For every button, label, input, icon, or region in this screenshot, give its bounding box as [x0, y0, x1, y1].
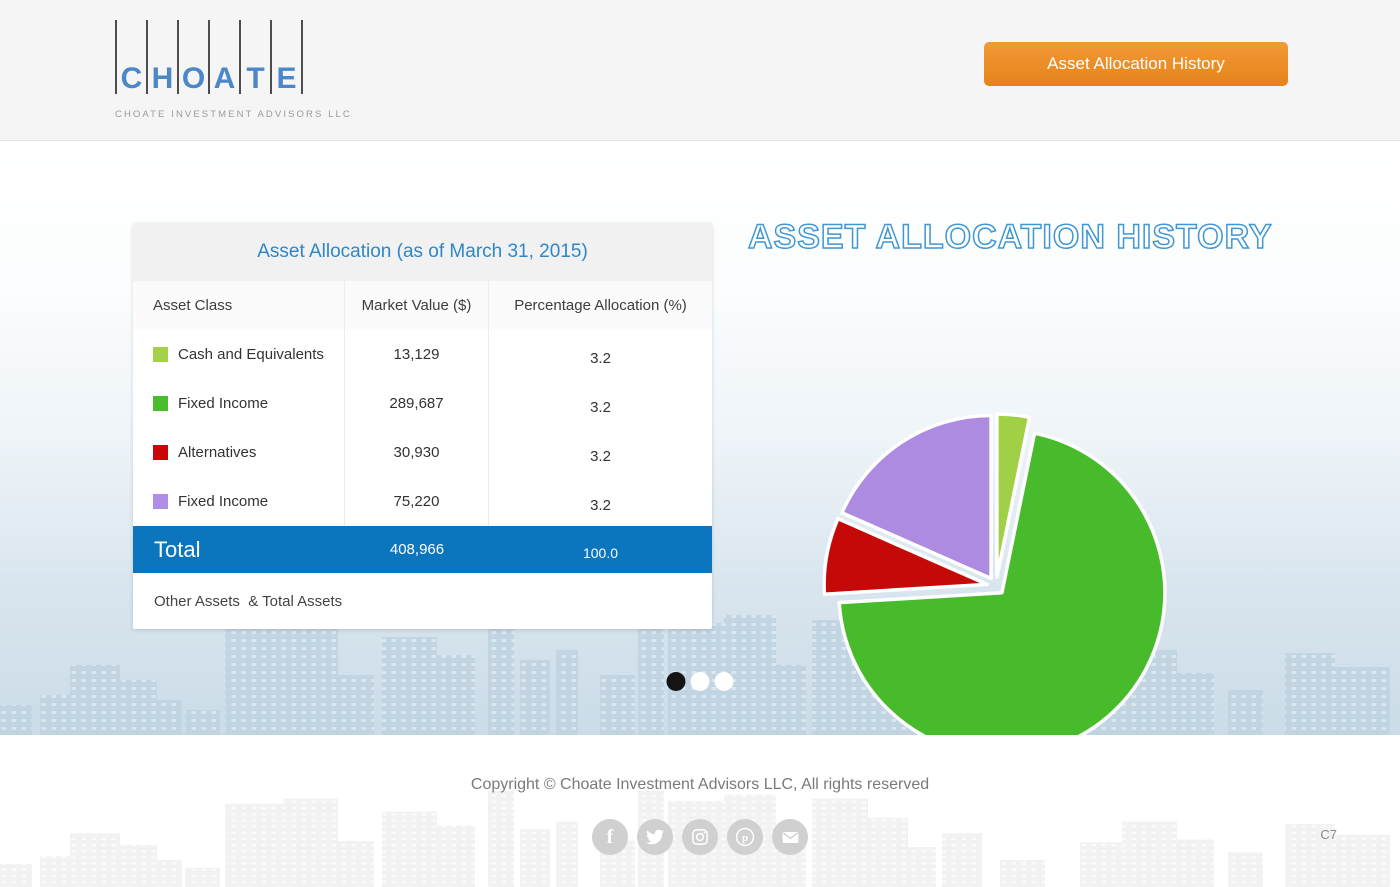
market-value: 75,220 — [345, 477, 489, 526]
total-row: Total 408,966 100.0 — [133, 526, 712, 573]
instagram-icon[interactable] — [682, 819, 718, 855]
site-footer: Copyright © Choate Investment Advisors L… — [0, 735, 1400, 887]
percentage-value: 3.2 — [590, 398, 611, 416]
market-value: 13,129 — [345, 330, 489, 379]
market-value: 30,930 — [345, 428, 489, 477]
percentage-value: 3.2 — [590, 349, 611, 367]
logo-letter: A — [213, 61, 236, 95]
table-row: Fixed Income 75,220 3.2 — [133, 477, 712, 526]
column-header-market-value: Market Value ($) — [345, 281, 489, 330]
legend-swatch — [153, 445, 168, 460]
pinterest-icon[interactable]: p — [727, 819, 763, 855]
asset-allocation-card: Asset Allocation (as of March 31, 2015) … — [133, 223, 712, 629]
logo-letter: H — [151, 61, 174, 95]
total-market-value: 408,966 — [389, 541, 445, 558]
pie-chart-svg — [822, 412, 1167, 735]
pie-slice-1 — [837, 431, 1167, 735]
logo-letter-cell: T — [239, 20, 270, 94]
card-title: Asset Allocation (as of March 31, 2015) — [133, 223, 712, 281]
total-label: Total — [154, 536, 201, 562]
logo[interactable]: C H O A T E CHOATE INVESTMENT ADVISORS L… — [115, 20, 352, 120]
carousel-dots — [666, 672, 734, 691]
logo-letter: T — [246, 61, 265, 95]
percentage-value: 3.2 — [590, 447, 611, 465]
logo-letter-cell: A — [208, 20, 239, 94]
table-header-row: Asset Class Market Value ($) Percentage … — [133, 281, 712, 330]
carousel-dot-3[interactable] — [714, 672, 734, 691]
twitter-icon[interactable] — [637, 819, 673, 855]
pie-slice-3 — [840, 413, 993, 581]
logo-letter: E — [276, 61, 297, 95]
table-row: Alternatives 30,930 3.2 — [133, 428, 712, 477]
logo-tagline: CHOATE INVESTMENT ADVISORS LLC — [115, 109, 352, 120]
logo-letter-cell: H — [146, 20, 177, 94]
total-percentage: 100.0 — [582, 544, 619, 561]
percentage-value: 3.2 — [590, 496, 611, 514]
logo-letter: C — [120, 61, 143, 95]
asset-class-label: Cash and Equivalents — [178, 346, 324, 363]
carousel-dot-1[interactable] — [666, 672, 686, 691]
logo-letters: C H O A T E — [115, 20, 352, 94]
asset-class-label: Alternatives — [178, 444, 257, 461]
legend-swatch — [153, 396, 168, 411]
logo-letter-cell: C — [115, 20, 146, 94]
table-row: Fixed Income 289,687 3.2 — [133, 379, 712, 428]
social-links: f p — [592, 819, 808, 855]
svg-text:p: p — [742, 832, 748, 844]
legend-swatch — [153, 347, 168, 362]
table-row: Cash and Equivalents 13,129 3.2 — [133, 330, 712, 379]
main-section: Asset Allocation (as of March 31, 2015) … — [0, 141, 1400, 735]
column-header-asset-class: Asset Class — [133, 281, 345, 330]
pie-slice-0 — [995, 412, 1032, 579]
asset-allocation-history-button[interactable]: Asset Allocation History — [984, 42, 1288, 86]
email-icon[interactable] — [772, 819, 808, 855]
logo-letter-cell: E — [270, 20, 301, 94]
market-value: 289,687 — [345, 379, 489, 428]
legend-swatch — [153, 494, 168, 509]
column-header-percentage: Percentage Allocation (%) — [514, 297, 687, 314]
pie-chart — [808, 403, 1208, 735]
logo-letter-cell: O — [177, 20, 208, 94]
chart-heading: ASSET ALLOCATION HISTORY — [747, 217, 1273, 257]
site-header: C H O A T E CHOATE INVESTMENT ADVISORS L… — [0, 0, 1400, 141]
card-footnote: Other Assets & Total Assets — [154, 592, 343, 610]
facebook-icon[interactable]: f — [592, 819, 628, 855]
pie-slice-2 — [822, 516, 989, 596]
logo-letter: O — [181, 61, 206, 95]
copyright-text: Copyright © Choate Investment Advisors L… — [470, 776, 930, 793]
carousel-dot-2[interactable] — [690, 672, 710, 691]
asset-class-label: Fixed Income — [178, 493, 269, 510]
asset-class-label: Fixed Income — [178, 395, 269, 412]
logo-bar — [301, 20, 303, 94]
corner-label: C7 — [1320, 827, 1337, 842]
